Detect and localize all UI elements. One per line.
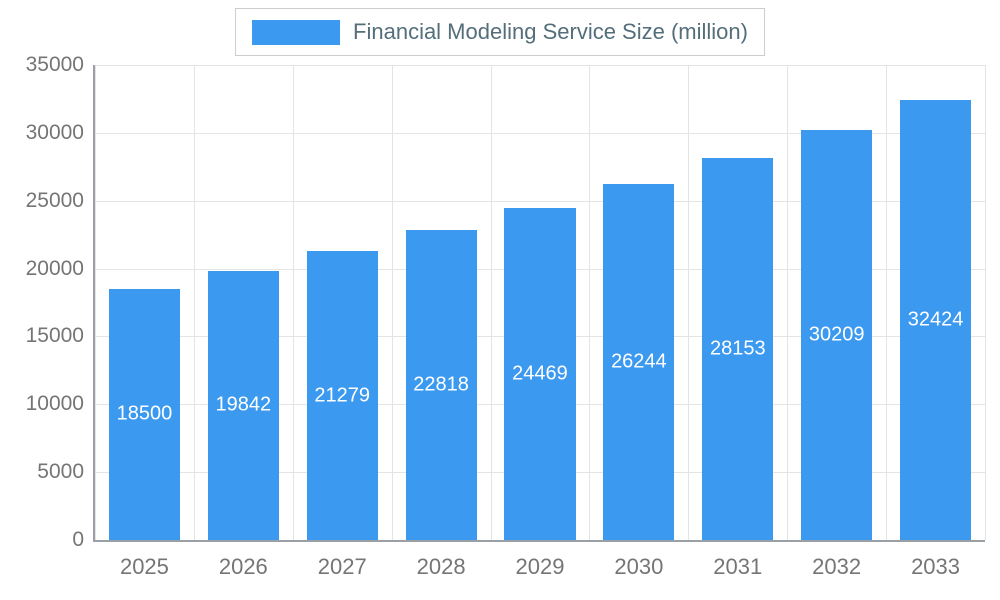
y-axis-line [93, 65, 95, 542]
y-axis: 0 5000 10000 15000 20000 25000 30000 35000 [0, 53, 84, 551]
bar: 22818 [405, 230, 477, 540]
x-axis-line [93, 540, 985, 542]
v-gridline [985, 65, 986, 540]
x-tick-label: 2027 [317, 554, 367, 579]
bar-value-label: 26244 [611, 350, 667, 373]
bar-value-label: 30209 [808, 323, 865, 346]
v-gridline [787, 65, 789, 540]
x-tick-label: 2031 [713, 554, 763, 579]
bar: 32424 [899, 99, 972, 540]
y-tick-label: 0 [72, 528, 84, 551]
bar: 28153 [702, 157, 774, 540]
x-tick-label: 2029 [515, 554, 565, 579]
y-tick-label: 30000 [25, 120, 84, 144]
bar-value-label: 18500 [116, 402, 173, 425]
plot-area: 18500 19842 21279 22818 24469 26244 28153 30209… [95, 65, 986, 540]
v-gridline [292, 65, 294, 540]
bar: 30209 [801, 130, 873, 540]
v-gridline [688, 65, 690, 540]
x-tick-label: 2030 [614, 554, 664, 579]
bar-value-label: 22818 [413, 373, 469, 396]
x-tick-label: 2026 [218, 554, 268, 579]
y-tick-label: 15000 [25, 324, 84, 348]
x-tick-label: 2028 [416, 554, 466, 579]
v-gridline [886, 65, 888, 540]
y-tick-label: 20000 [25, 256, 84, 280]
bar-value-label: 24469 [512, 362, 568, 385]
v-gridline [193, 65, 195, 540]
bar-value-label: 21279 [314, 384, 371, 407]
bar: 24469 [504, 207, 576, 540]
bar: 19842 [207, 270, 279, 540]
legend[interactable]: Financial Modeling Service Size (million… [235, 8, 765, 56]
bar-value-label: 28153 [709, 337, 766, 360]
y-tick-label: 25000 [25, 188, 84, 212]
v-gridline [490, 65, 492, 540]
x-tick-label: 2033 [911, 554, 961, 579]
bar: 26244 [603, 183, 675, 540]
v-gridline [95, 65, 96, 540]
x-tick-label: 2025 [119, 554, 169, 579]
bar-value-label: 19842 [215, 393, 272, 416]
h-gridline [95, 200, 985, 202]
x-axis: 2025 2026 2027 2028 2029 2030 2031 2032 2033 [95, 554, 985, 586]
v-gridline [589, 65, 591, 540]
h-gridline [95, 65, 985, 66]
y-tick-label: 10000 [25, 392, 84, 416]
legend-label[interactable]: Financial Modeling Service Size (million… [353, 19, 748, 44]
bar: 18500 [108, 288, 181, 540]
y-tick-label: 5000 [37, 460, 84, 484]
v-gridline [391, 65, 393, 540]
legend-swatch[interactable] [252, 19, 341, 45]
h-gridline [95, 132, 985, 134]
y-tick-label: 35000 [25, 53, 84, 76]
bar: 21279 [306, 251, 378, 540]
x-tick-label: 2032 [812, 554, 862, 579]
bar-value-label: 32424 [907, 308, 964, 331]
